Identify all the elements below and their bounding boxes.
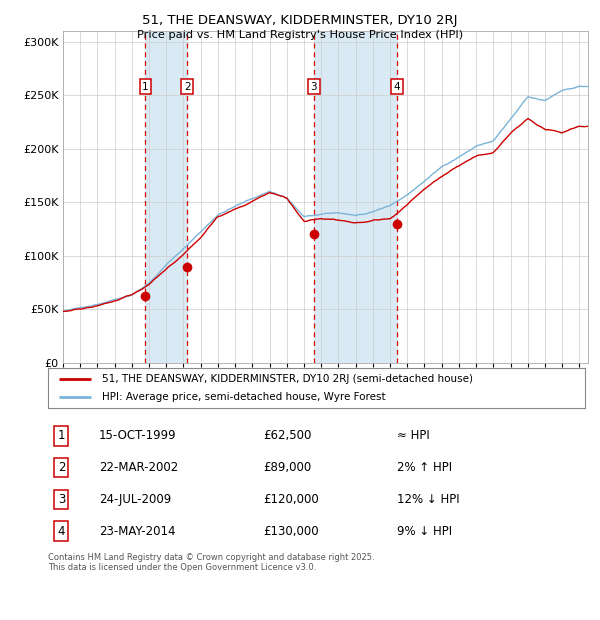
- Text: 4: 4: [58, 525, 65, 538]
- Text: 4: 4: [394, 82, 400, 92]
- Text: Price paid vs. HM Land Registry's House Price Index (HPI): Price paid vs. HM Land Registry's House …: [137, 30, 463, 40]
- Text: £62,500: £62,500: [263, 429, 311, 442]
- Text: 51, THE DEANSWAY, KIDDERMINSTER, DY10 2RJ (semi-detached house): 51, THE DEANSWAY, KIDDERMINSTER, DY10 2R…: [102, 373, 473, 384]
- Bar: [314, 31, 397, 363]
- Text: £120,000: £120,000: [263, 493, 319, 506]
- Text: Contains HM Land Registry data © Crown copyright and database right 2025.
This d: Contains HM Land Registry data © Crown c…: [48, 553, 374, 572]
- Text: 22-MAR-2002: 22-MAR-2002: [99, 461, 178, 474]
- Text: 15-OCT-1999: 15-OCT-1999: [99, 429, 176, 442]
- Text: 2% ↑ HPI: 2% ↑ HPI: [397, 461, 452, 474]
- Text: 9% ↓ HPI: 9% ↓ HPI: [397, 525, 452, 538]
- Text: HPI: Average price, semi-detached house, Wyre Forest: HPI: Average price, semi-detached house,…: [102, 392, 385, 402]
- Text: 1: 1: [58, 429, 65, 442]
- Text: 3: 3: [58, 493, 65, 506]
- Text: 1: 1: [142, 82, 149, 92]
- Text: £89,000: £89,000: [263, 461, 311, 474]
- Text: 3: 3: [310, 82, 317, 92]
- Text: 51, THE DEANSWAY, KIDDERMINSTER, DY10 2RJ: 51, THE DEANSWAY, KIDDERMINSTER, DY10 2R…: [142, 14, 458, 27]
- Text: 24-JUL-2009: 24-JUL-2009: [99, 493, 171, 506]
- Bar: [145, 31, 187, 363]
- Text: ≈ HPI: ≈ HPI: [397, 429, 430, 442]
- Text: 2: 2: [184, 82, 191, 92]
- Text: 2: 2: [58, 461, 65, 474]
- Text: 23-MAY-2014: 23-MAY-2014: [99, 525, 176, 538]
- Text: 12% ↓ HPI: 12% ↓ HPI: [397, 493, 460, 506]
- Text: £130,000: £130,000: [263, 525, 319, 538]
